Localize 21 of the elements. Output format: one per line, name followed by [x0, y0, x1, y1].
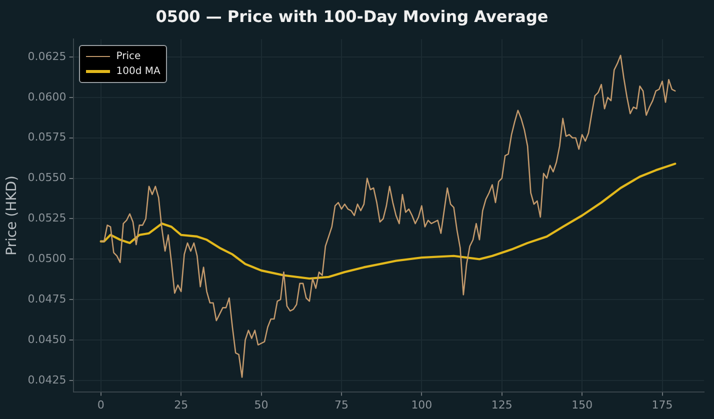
- legend-label: Price: [116, 50, 141, 64]
- y-tick-label: 0.0625: [28, 50, 66, 63]
- y-tick-label: 0.0425: [28, 373, 66, 386]
- x-tick-label: 150: [572, 398, 593, 412]
- y-tick-label: 0.0475: [28, 292, 66, 306]
- y-tick-label: 0.0525: [28, 212, 66, 225]
- x-tick-label: 100: [411, 398, 432, 412]
- x-tick-label: 50: [254, 398, 268, 412]
- x-tick-label: 175: [652, 398, 673, 412]
- x-tick-label: 25: [174, 398, 188, 412]
- y-axis-title: Price (HKD): [4, 175, 20, 256]
- y-tick-label: 0.0575: [28, 130, 66, 144]
- chart-title: 0500 — Price with 100-Day Moving Average: [156, 6, 548, 26]
- legend-label: 100d MA: [116, 65, 160, 80]
- y-tick-label: 0.0450: [28, 332, 66, 346]
- x-tick-label: 75: [334, 398, 348, 412]
- y-tick-label: 0.0550: [28, 171, 66, 184]
- x-tick-label: 125: [491, 398, 512, 412]
- x-tick-label: 0: [97, 398, 104, 412]
- y-tick-label: 0.0600: [28, 90, 66, 104]
- y-tick-label: 0.0500: [28, 252, 66, 266]
